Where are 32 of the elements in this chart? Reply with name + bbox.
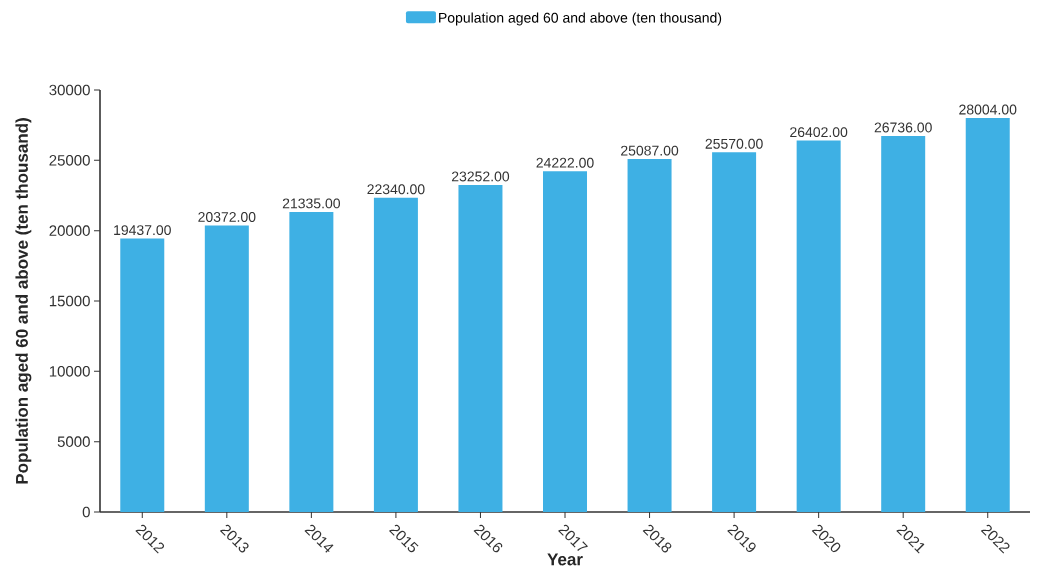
y-tick-label: 10000 (49, 366, 90, 377)
x-axis-title: Year (547, 553, 583, 566)
text: 24222.00 (536, 157, 594, 168)
text: 20372.00 (198, 211, 256, 222)
bar (627, 159, 672, 512)
text: 19437.00 (114, 225, 171, 236)
text: 26736.00 (874, 122, 932, 133)
y-tick-label: 15000 (49, 295, 90, 307)
text: 26402.00 (790, 127, 848, 138)
bar (289, 211, 334, 512)
bar (373, 197, 418, 512)
y-axis-title: Population aged 60 and above (ten thousand) (15, 118, 32, 484)
text: 23252.00 (451, 171, 510, 182)
bar (120, 238, 165, 512)
y-tick-label: 30000 (49, 84, 90, 96)
text: 22340.00 (367, 184, 425, 195)
y-tick-label: 25000 (49, 155, 90, 166)
bar (204, 225, 249, 512)
y-tick-label: 5000 (57, 436, 90, 447)
text: 21335.00 (282, 198, 341, 209)
bar (543, 171, 588, 512)
text: 25570.00 (705, 138, 763, 149)
bar (796, 140, 841, 512)
text: 25087.00 (621, 145, 679, 156)
legend-label: Population aged 60 and above (ten thousand) (439, 12, 722, 26)
bar (965, 118, 1010, 512)
y-tick-label: 20000 (49, 225, 90, 236)
bar (712, 152, 757, 512)
bar (458, 184, 503, 512)
bar (881, 135, 926, 512)
text: 28004.00 (959, 104, 1017, 115)
y-tick-label: 0 (82, 506, 90, 518)
